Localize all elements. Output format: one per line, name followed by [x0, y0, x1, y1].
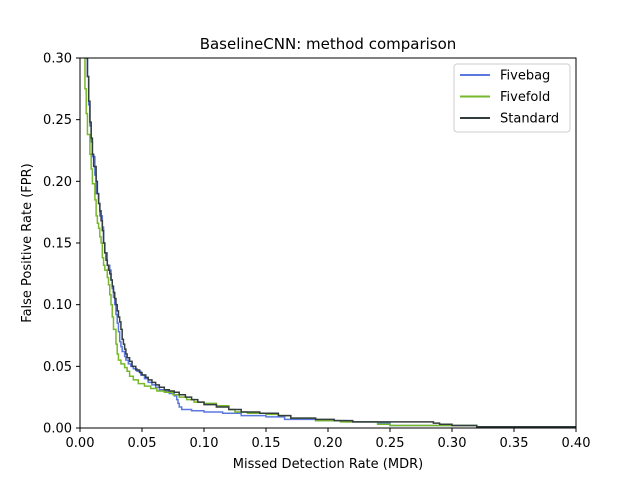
x-tick-label: 0.40 — [562, 436, 591, 451]
x-tick-label: 0.35 — [500, 436, 529, 451]
x-tick-label: 0.20 — [314, 436, 343, 451]
y-axis-label: False Positive Rate (FPR) — [20, 163, 35, 322]
y-tick-label: 0.30 — [43, 52, 72, 67]
x-tick-label: 0.30 — [438, 436, 467, 451]
legend: Fivebag Fivefold Standard — [453, 63, 571, 133]
x-tick-label: 0.25 — [376, 436, 405, 451]
x-tick-label: 0.05 — [128, 436, 157, 451]
y-tick-label: 0.05 — [43, 360, 72, 375]
legend-label-fivefold: Fivefold — [500, 90, 550, 105]
series-layer — [83, 58, 576, 428]
x-axis-label: Missed Detection Rate (MDR) — [233, 457, 423, 472]
y-tick-label: 0.25 — [43, 113, 72, 128]
x-tick-label: 0.10 — [190, 436, 219, 451]
legend-label-fivebag: Fivebag — [500, 69, 550, 84]
legend-box — [453, 63, 571, 133]
x-tick-label: 0.00 — [66, 436, 95, 451]
legend-label-standard: Standard — [500, 112, 559, 127]
y-axis-ticks: 0.00 0.05 0.10 0.15 0.20 0.25 0.30 — [43, 52, 80, 437]
x-tick-label: 0.15 — [252, 436, 281, 451]
series-line-standard — [86, 58, 576, 428]
y-tick-label: 0.00 — [43, 422, 72, 437]
x-axis-ticks: 0.00 0.05 0.10 0.15 0.20 0.25 0.30 0.35 0.40 — [66, 428, 591, 451]
y-tick-label: 0.15 — [43, 237, 72, 252]
y-tick-label: 0.20 — [43, 175, 72, 190]
y-tick-label: 0.10 — [43, 298, 72, 313]
chart-title: BaselineCNN: method comparison — [200, 35, 457, 53]
